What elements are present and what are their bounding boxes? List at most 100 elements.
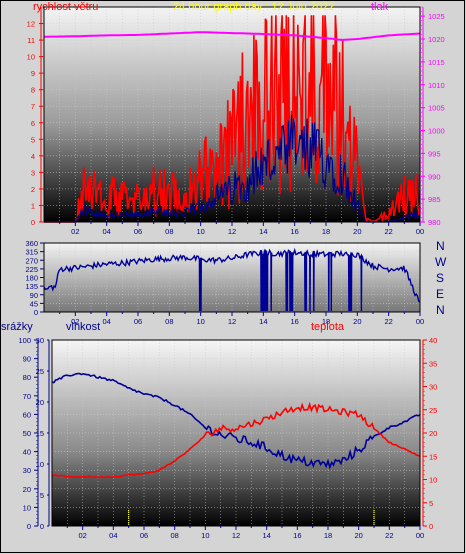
humidity-label: vlhkost bbox=[66, 321, 101, 333]
wind-direction-panel bbox=[44, 243, 420, 312]
x-tick-label: 12 bbox=[232, 531, 240, 540]
temperature-axis-label: 15 bbox=[429, 452, 437, 461]
temperature-axis-label: 5 bbox=[429, 499, 433, 508]
x-tick-label: 20 bbox=[353, 317, 361, 326]
x-tick-label: 18 bbox=[322, 317, 330, 326]
wind-axis-label: 11 bbox=[27, 36, 35, 45]
direction-label-s: S bbox=[436, 271, 445, 285]
temperature-series bbox=[51, 401, 421, 479]
x-tick-label: 16 bbox=[290, 317, 298, 326]
pressure-label: tlak bbox=[371, 1, 389, 13]
humidity-axis-label: 10 bbox=[36, 460, 44, 469]
humidity-axis-label: 0 bbox=[40, 522, 44, 531]
x-tick-label: 10 bbox=[201, 531, 209, 540]
chart-title: 24 hour graph day : 12 Julu 2022 bbox=[173, 1, 335, 13]
x-tick-label: 00 bbox=[416, 227, 424, 236]
x-tick-label: 04 bbox=[109, 531, 117, 540]
rain-axis-label: 30 bbox=[23, 466, 31, 475]
wind-axis-label: 2 bbox=[31, 185, 35, 194]
wind-speed-label: rychlost větru bbox=[33, 1, 99, 13]
wind-axis-label: 1 bbox=[31, 201, 35, 210]
x-tick-label: 08 bbox=[165, 227, 173, 236]
temperature-label: teplota bbox=[311, 321, 345, 333]
wind-axis-label: 0 bbox=[31, 218, 35, 227]
wind-axis-label: 6 bbox=[31, 119, 35, 128]
x-tick-label: 22 bbox=[384, 317, 392, 326]
temperature-axis-label: 10 bbox=[429, 476, 437, 485]
x-tick-label: 22 bbox=[384, 227, 392, 236]
x-tick-label: 22 bbox=[385, 531, 393, 540]
direction-axis-label: 270 bbox=[25, 256, 38, 265]
direction-axis-label: 360 bbox=[25, 239, 38, 248]
rain-axis-label: 10 bbox=[23, 503, 31, 512]
direction-axis-label: 135 bbox=[25, 282, 38, 291]
pressure-axis-label: 985 bbox=[428, 195, 441, 204]
temperature-axis-label: 35 bbox=[429, 359, 437, 368]
humidity-axis-label: 20 bbox=[36, 398, 44, 407]
x-tick-label: 20 bbox=[354, 531, 362, 540]
x-tick-label: 04 bbox=[102, 227, 110, 236]
x-tick-label: 12 bbox=[228, 227, 236, 236]
direction-axis-label: 225 bbox=[25, 265, 38, 274]
pressure-axis-label: 1025 bbox=[428, 12, 445, 21]
x-tick-label: 10 bbox=[196, 317, 204, 326]
rain-label: srážky bbox=[1, 321, 33, 333]
temperature-axis-label: 20 bbox=[429, 429, 437, 438]
x-tick-label: 12 bbox=[228, 317, 236, 326]
wind-axis-label: 3 bbox=[31, 168, 35, 177]
x-tick-label: 02 bbox=[78, 531, 86, 540]
x-tick-label: 18 bbox=[322, 227, 330, 236]
rain-axis-label: 80 bbox=[23, 373, 31, 382]
humidity-axis-label: 15 bbox=[36, 429, 44, 438]
x-tick-label: 14 bbox=[259, 227, 267, 236]
pressure-axis-label: 980 bbox=[428, 218, 441, 227]
x-tick-label: 16 bbox=[290, 227, 298, 236]
wind-axis-label: 8 bbox=[31, 86, 35, 95]
rain-axis-label: 100 bbox=[18, 336, 31, 345]
direction-label-n-bottom: N bbox=[436, 303, 445, 317]
rain-axis-label: 50 bbox=[23, 429, 31, 438]
x-tick-label: 18 bbox=[324, 531, 332, 540]
direction-axis-label: 90 bbox=[30, 291, 38, 300]
x-tick-label: 16 bbox=[293, 531, 301, 540]
wind-gust-series bbox=[44, 115, 421, 223]
pressure-axis-label: 1005 bbox=[428, 104, 445, 113]
direction-label-n-top: N bbox=[436, 239, 445, 253]
direction-axis-label: 45 bbox=[30, 299, 38, 308]
rain-axis-label: 70 bbox=[23, 392, 31, 401]
x-tick-label: 08 bbox=[170, 531, 178, 540]
humidity-axis-label: 30 bbox=[36, 336, 44, 345]
pressure-axis-label: 995 bbox=[428, 149, 441, 158]
x-tick-label: 02 bbox=[71, 317, 79, 326]
rain-axis-label: 60 bbox=[23, 410, 31, 419]
rain-axis-label: 0 bbox=[27, 522, 31, 531]
x-tick-label: 02 bbox=[71, 227, 79, 236]
wind-axis-label: 10 bbox=[27, 53, 35, 62]
wind-axis-label: 9 bbox=[31, 69, 35, 78]
wind-speed-series bbox=[44, 15, 421, 223]
direction-label-w: W bbox=[435, 255, 447, 269]
temperature-axis-label: 25 bbox=[429, 406, 437, 415]
wind-axis-label: 5 bbox=[31, 135, 35, 144]
x-tick-label: 08 bbox=[165, 317, 173, 326]
direction-label-e: E bbox=[436, 287, 445, 301]
x-tick-label: 14 bbox=[262, 531, 270, 540]
direction-axis-label: 180 bbox=[25, 274, 38, 283]
x-tick-label: 06 bbox=[134, 227, 142, 236]
humidity-axis-label: 5 bbox=[40, 491, 44, 500]
pressure-axis-label: 1020 bbox=[428, 35, 445, 44]
rain-axis-label: 40 bbox=[23, 448, 31, 457]
wind-axis-label: 7 bbox=[31, 102, 35, 111]
wind-axis-label: 12 bbox=[27, 20, 35, 29]
wind-axis-label: 4 bbox=[31, 152, 35, 161]
humidity-series bbox=[51, 372, 421, 470]
x-tick-label: 14 bbox=[259, 317, 267, 326]
pressure-axis-label: 1015 bbox=[428, 58, 445, 67]
pressure-axis-label: 1000 bbox=[428, 127, 445, 136]
pressure-series bbox=[44, 31, 421, 41]
temperature-axis-label: 30 bbox=[429, 383, 437, 392]
wind-direction-series bbox=[43, 247, 421, 312]
pressure-axis-label: 1010 bbox=[428, 81, 445, 90]
x-tick-label: 06 bbox=[140, 531, 148, 540]
